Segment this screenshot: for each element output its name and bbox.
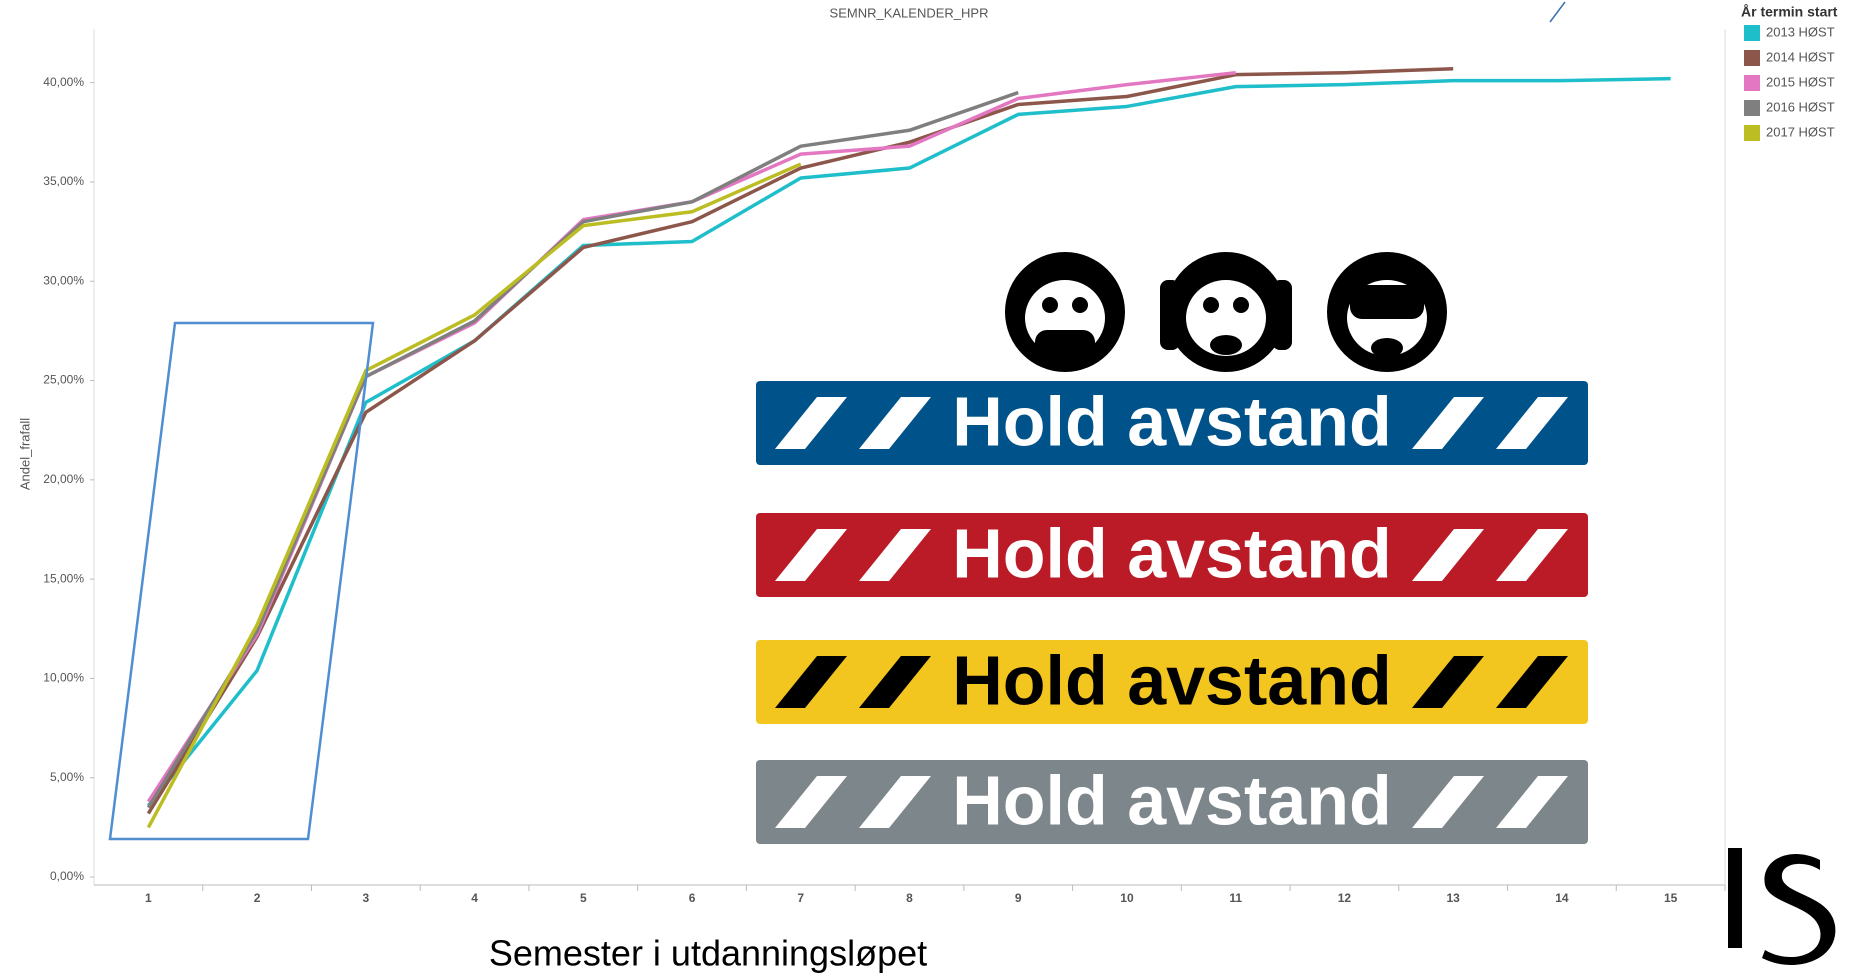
legend-label: 2013 HØST [1766,24,1835,39]
banner-stripe [775,776,847,828]
y-tick-label: 5,00% [50,770,84,784]
x-tick-label: 3 [362,891,369,905]
series-line [146,162,802,829]
banner-text: Hold avstand [952,641,1392,719]
x-tick-label: 9 [1015,891,1022,905]
x-tick-label: 15 [1664,891,1678,905]
banners: Hold avstand Hold avstand Hold avstand Hold… [756,381,1588,844]
banner-stripe [859,529,931,581]
y-tick-label: 20,00% [43,472,84,486]
banner-stripe [1412,397,1484,449]
y-tick-label: 40,00% [43,75,84,89]
banner-stripe [1412,529,1484,581]
y-tick-label: 15,00% [43,571,84,585]
banner [756,381,1588,465]
legend-swatch [1744,75,1760,91]
x-axis-label: Semester i utdanningsløpet [489,933,927,974]
highlight-box [108,321,375,841]
banner-stripe [1496,397,1568,449]
banner-stripe [775,656,847,708]
x-tick-label: 13 [1446,891,1460,905]
banner-stripe [1496,656,1568,708]
y-tick-label: 35,00% [43,174,84,188]
y-axis-label: Andel_frafall [17,418,32,490]
x-tick-label: 7 [797,891,804,905]
banner-text: Hold avstand [952,382,1392,460]
banner-stripe [775,397,847,449]
logo [1728,848,1836,966]
legend-label: 2015 HØST [1766,74,1835,89]
monkeys [1005,252,1447,372]
banner [756,640,1588,724]
y-tick-label: 10,00% [43,671,84,685]
x-tick-label: 12 [1338,891,1352,905]
banner-stripe [1412,776,1484,828]
x-tick-label: 8 [906,891,913,905]
banner-stripe [1496,776,1568,828]
y-tick-label: 0,00% [50,869,84,883]
banner-stripe [859,776,931,828]
series-line [146,66,1454,815]
legend-swatch [1744,125,1760,141]
series-line [146,90,1019,809]
legend-swatch [1744,25,1760,41]
banner-stripe [1412,656,1484,708]
decor-line [1549,1,1566,23]
banner [756,513,1588,597]
x-tick-label: 5 [580,891,587,905]
x-tick-label: 10 [1120,891,1134,905]
banner-stripe [775,529,847,581]
x-tick-label: 14 [1555,891,1569,905]
y-tick-label: 30,00% [43,273,84,287]
banner [756,760,1588,844]
x-tick-label: 2 [254,891,261,905]
legend-title: År termin start [1741,4,1838,20]
legend-swatch [1744,100,1760,116]
banner-text: Hold avstand [952,514,1392,592]
legend-label: 2014 HØST [1766,49,1835,64]
banner-stripe [859,397,931,449]
y-tick-label: 25,00% [43,373,84,387]
legend-label: 2017 HØST [1766,124,1835,139]
x-tick-label: 1 [145,891,152,905]
x-tick-label: 11 [1229,891,1242,905]
legend-swatch [1744,50,1760,66]
x-tick-label: 4 [471,891,478,905]
lines [146,66,1671,829]
legend-label: 2016 HØST [1766,99,1835,114]
x-tick-label: 6 [689,891,696,905]
banner-stripe [1496,529,1568,581]
series-line [147,76,1671,807]
chart-title: SEMNR_KALENDER_HPR [830,5,989,20]
banner-text: Hold avstand [952,761,1392,839]
banner-stripe [859,656,931,708]
